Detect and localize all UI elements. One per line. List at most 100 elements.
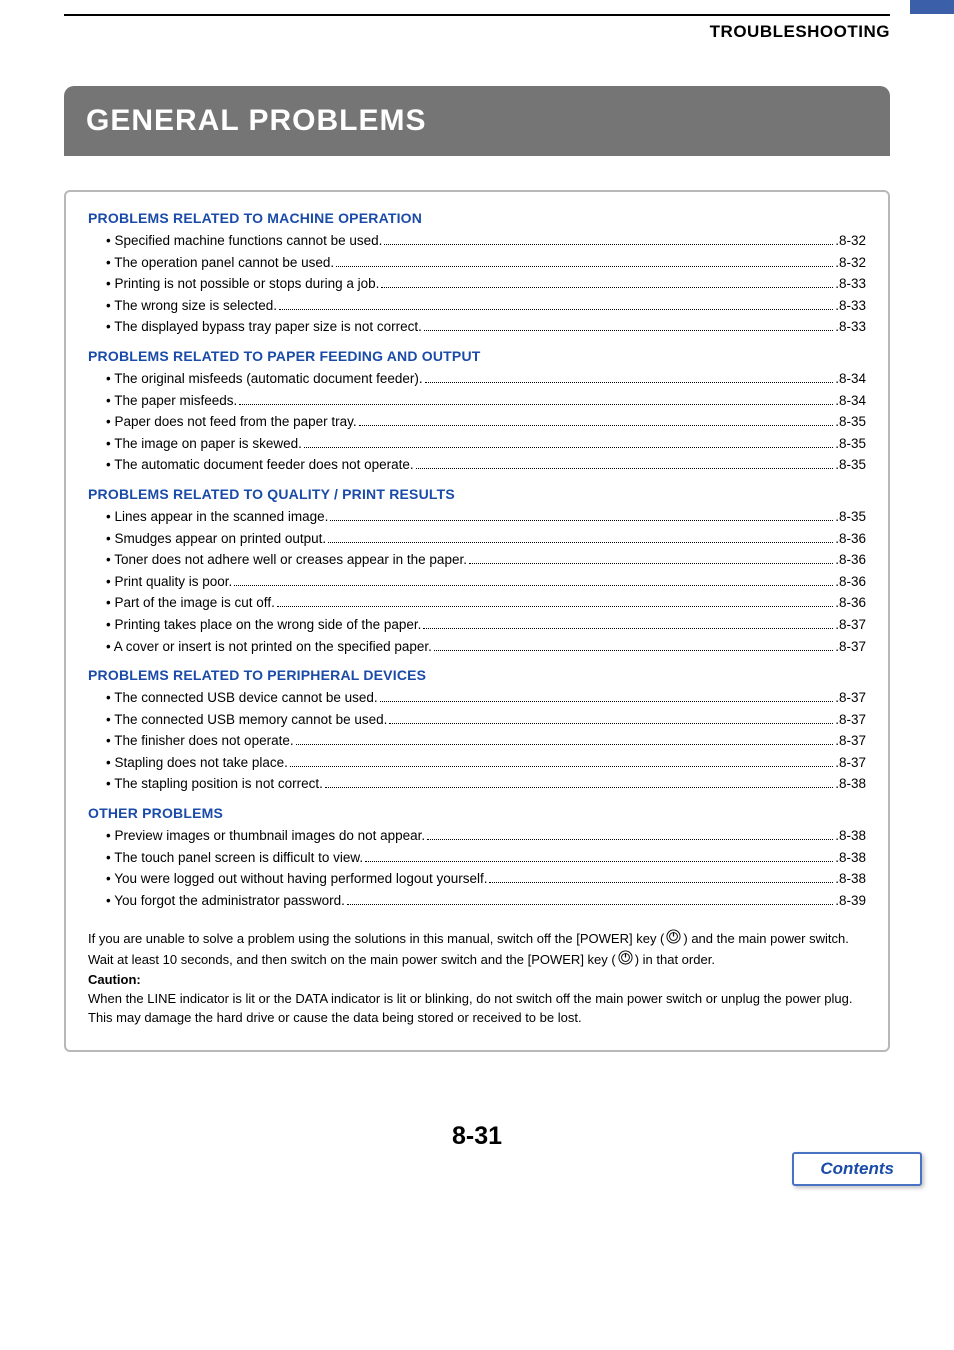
toc-leader-dots: [416, 468, 834, 469]
toc-item[interactable]: Print quality is poor. 8-36: [88, 571, 866, 593]
toc-item[interactable]: The automatic document feeder does not o…: [88, 454, 866, 476]
toc-item-page: 8-36: [835, 549, 866, 571]
toc-item[interactable]: The stapling position is not correct. 8-3…: [88, 773, 866, 795]
toc-leader-dots: [469, 563, 833, 564]
toc-item-page: 8-37: [835, 730, 866, 752]
toc-item[interactable]: Printing is not possible or stops during…: [88, 273, 866, 295]
toc-item-page: 8-37: [835, 636, 866, 658]
toc-section-heading[interactable]: PROBLEMS RELATED TO PAPER FEEDING AND OU…: [88, 348, 866, 364]
toc-leader-dots: [347, 904, 833, 905]
toc-item-label: The stapling position is not correct.: [106, 773, 323, 795]
toc-leader-dots: [425, 382, 834, 383]
toc-leader-dots: [427, 839, 833, 840]
note-text-3: ) in that order.: [635, 952, 715, 967]
toc-item-label: The displayed bypass tray paper size is …: [106, 316, 422, 338]
toc-item[interactable]: The touch panel screen is difficult to v…: [88, 847, 866, 869]
page-title-wrap: GENERAL PROBLEMS: [64, 86, 890, 156]
toc-item-page: 8-37: [835, 752, 866, 774]
toc-item-page: 8-35: [835, 454, 866, 476]
toc-item-label: The wrong size is selected.: [106, 295, 277, 317]
toc-item-label: Stapling does not take place.: [106, 752, 288, 774]
toc-leader-dots: [489, 882, 833, 883]
toc-leader-dots: [304, 447, 833, 448]
toc-item[interactable]: Toner does not adhere well or creases ap…: [88, 549, 866, 571]
toc-section-heading[interactable]: OTHER PROBLEMS: [88, 805, 866, 821]
toc-item-page: 8-39: [835, 890, 866, 912]
contents-button[interactable]: Contents: [792, 1152, 922, 1186]
toc-item[interactable]: Part of the image is cut off. 8-36: [88, 592, 866, 614]
toc-item-page: 8-38: [835, 773, 866, 795]
toc-leader-dots: [325, 787, 833, 788]
toc-item[interactable]: The image on paper is skewed.8-35: [88, 433, 866, 455]
toc-item[interactable]: Lines appear in the scanned image. 8-35: [88, 506, 866, 528]
toc-item[interactable]: The connected USB memory cannot be used.…: [88, 709, 866, 731]
toc-item[interactable]: The paper misfeeds.8-34: [88, 390, 866, 412]
toc-item[interactable]: Preview images or thumbnail images do no…: [88, 825, 866, 847]
toc-item-page: 8-35: [835, 411, 866, 433]
toc-leader-dots: [277, 606, 833, 607]
toc-item-label: Part of the image is cut off.: [106, 592, 275, 614]
toc-leader-dots: [384, 244, 833, 245]
toc-item[interactable]: The connected USB device cannot be used.…: [88, 687, 866, 709]
toc-item-label: Printing takes place on the wrong side o…: [106, 614, 421, 636]
toc-item-label: The operation panel cannot be used.: [106, 252, 334, 274]
toc-item-label: The paper misfeeds.: [106, 390, 237, 412]
contents-button-label: Contents: [820, 1159, 894, 1178]
toc-item[interactable]: Paper does not feed from the paper tray.…: [88, 411, 866, 433]
toc-item-label: Printing is not possible or stops during…: [106, 273, 379, 295]
toc-item-label: Paper does not feed from the paper tray.: [106, 411, 357, 433]
toc-item[interactable]: You forgot the administrator password.8-…: [88, 890, 866, 912]
toc-section-heading[interactable]: PROBLEMS RELATED TO MACHINE OPERATION: [88, 210, 866, 226]
toc-item[interactable]: The original misfeeds (automatic documen…: [88, 368, 866, 390]
toc-leader-dots: [424, 330, 833, 331]
toc-leader-dots: [336, 266, 833, 267]
toc-item-page: 8-37: [835, 614, 866, 636]
toc-leader-dots: [290, 766, 833, 767]
toc-section-heading[interactable]: PROBLEMS RELATED TO PERIPHERAL DEVICES: [88, 667, 866, 683]
toc-item[interactable]: A cover or insert is not printed on the …: [88, 636, 866, 658]
toc-item-page: 8-37: [835, 709, 866, 731]
toc-leader-dots: [296, 744, 834, 745]
toc-leader-dots: [434, 650, 833, 651]
toc-item-page: 8-36: [835, 592, 866, 614]
toc-item-label: A cover or insert is not printed on the …: [106, 636, 432, 658]
toc-leader-dots: [279, 309, 833, 310]
toc-item-page: 8-34: [835, 368, 866, 390]
toc-item[interactable]: You were logged out without having perfo…: [88, 868, 866, 890]
toc-item-page: 8-36: [835, 571, 866, 593]
toc-item-page: 8-35: [835, 506, 866, 528]
toc-item-label: Print quality is poor.: [106, 571, 232, 593]
toc-leader-dots: [389, 723, 833, 724]
toc-item[interactable]: Smudges appear on printed output.8-36: [88, 528, 866, 550]
top-band-accent: [910, 0, 954, 14]
toc-leader-dots: [239, 404, 833, 405]
toc-item-label: The touch panel screen is difficult to v…: [106, 847, 363, 869]
toc-item-page: 8-38: [835, 868, 866, 890]
toc-item-page: 8-38: [835, 847, 866, 869]
toc-item-page: 8-32: [835, 252, 866, 274]
toc-item[interactable]: Specified machine functions cannot be us…: [88, 230, 866, 252]
toc-item-page: 8-38: [835, 825, 866, 847]
page-number: 8-31: [0, 1122, 954, 1151]
toc-leader-dots: [330, 520, 833, 521]
toc-section-heading[interactable]: PROBLEMS RELATED TO QUALITY / PRINT RESU…: [88, 486, 866, 502]
toc-item[interactable]: Stapling does not take place. 8-37: [88, 752, 866, 774]
toc-item[interactable]: Printing takes place on the wrong side o…: [88, 614, 866, 636]
toc-item-label: Specified machine functions cannot be us…: [106, 230, 382, 252]
toc-item-label: The connected USB device cannot be used.: [106, 687, 378, 709]
top-accent-band: [0, 0, 954, 14]
header-rule: TROUBLESHOOTING: [64, 14, 890, 42]
toc-item[interactable]: The finisher does not operate.8-37: [88, 730, 866, 752]
power-icon: [666, 929, 681, 950]
footer: 8-31 Contents: [0, 1122, 954, 1192]
toc-item-page: 8-33: [835, 295, 866, 317]
toc-item-label: Toner does not adhere well or creases ap…: [106, 549, 467, 571]
top-band-spacer: [0, 0, 910, 14]
toc-leader-dots: [365, 861, 833, 862]
toc-item-label: Smudges appear on printed output.: [106, 528, 326, 550]
toc-item[interactable]: The displayed bypass tray paper size is …: [88, 316, 866, 338]
toc-leader-dots: [234, 585, 833, 586]
toc-item[interactable]: The operation panel cannot be used. 8-32: [88, 252, 866, 274]
toc-item-label: Lines appear in the scanned image.: [106, 506, 328, 528]
toc-item[interactable]: The wrong size is selected. 8-33: [88, 295, 866, 317]
